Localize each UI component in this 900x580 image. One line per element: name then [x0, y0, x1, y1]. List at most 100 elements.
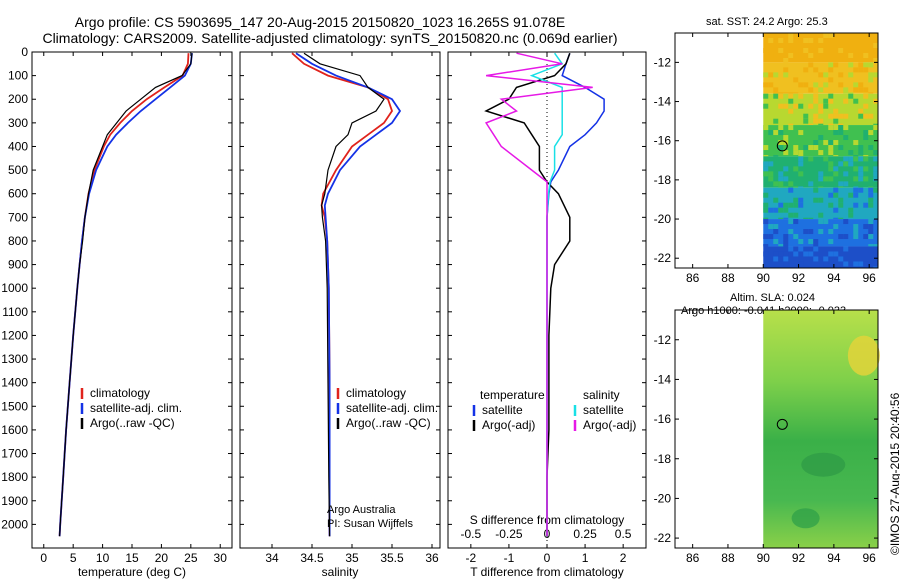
x-tick-label: -2 [466, 551, 477, 565]
sst-cell [868, 219, 874, 225]
sst-cell [838, 113, 844, 119]
map-y-tick-label: -18 [654, 173, 672, 187]
sst-cell [783, 176, 789, 182]
sst-cell [813, 113, 819, 119]
sst-cell [793, 92, 799, 94]
sst-cell [788, 246, 794, 252]
sst-cell [813, 93, 819, 99]
sst-cell [818, 197, 824, 203]
map-x-tick-label: 92 [792, 271, 806, 285]
sst-cell [853, 67, 859, 73]
sst-cell [793, 234, 799, 240]
x-tick-label: 0 [40, 551, 47, 565]
x-tick-label: 35 [345, 551, 359, 565]
map-y-tick-label: -16 [654, 134, 672, 148]
sst-cell [853, 87, 859, 93]
legend-label: satellite-adj. clim. [346, 401, 438, 415]
map-y-tick-label: -22 [654, 251, 672, 265]
map-x-tick-label: 88 [721, 271, 735, 285]
sst-cell [813, 244, 819, 247]
map-frame-2 [674, 309, 879, 549]
sst-cell [858, 43, 864, 48]
x-tick-label: 10 [96, 551, 110, 565]
sst-cell [768, 171, 774, 177]
sst-cell [768, 224, 774, 230]
y-tick-label: 500 [8, 163, 28, 177]
y-tick-label: 1300 [1, 352, 28, 366]
x-tick-label: 25 [184, 551, 198, 565]
sst-cell [773, 33, 779, 38]
sst-cell [863, 62, 869, 68]
sst-cell [873, 43, 879, 48]
sst-cell [828, 150, 834, 156]
sst-cell [838, 202, 844, 208]
sst-cell [813, 239, 819, 245]
map-x-tick-label: 94 [827, 551, 841, 565]
sst-cell [778, 176, 784, 182]
sst-cell [798, 53, 804, 58]
sst-cell [823, 156, 829, 162]
sst-cell [808, 239, 814, 245]
x-tick-label: 35.5 [380, 551, 404, 565]
sst-cell [793, 197, 799, 203]
sst-cell [833, 108, 839, 114]
sst-cell [828, 123, 834, 126]
legend-label: Argo(..raw -QC) [346, 416, 431, 430]
sst-cell [828, 113, 834, 119]
sst-cell [843, 156, 849, 162]
sst-cell [813, 98, 819, 104]
legend-label: satellite [583, 403, 624, 417]
sst-cell [778, 38, 784, 43]
sst-cell [773, 266, 779, 268]
sst-cell [793, 202, 799, 208]
y-tick-label: 2000 [1, 517, 28, 531]
sst-cell [823, 140, 829, 146]
sst-cell [818, 135, 824, 141]
sst-cell [808, 156, 814, 162]
x-tick-label: 36 [425, 551, 439, 565]
x-tick-label: 5 [70, 551, 77, 565]
sst-cell [808, 87, 814, 93]
sst-cell [808, 217, 814, 220]
sst-cell [803, 82, 809, 88]
sst-cell [763, 219, 769, 225]
sst-cell [863, 33, 869, 38]
map-frame-1 [674, 32, 879, 269]
sst-cell [848, 161, 854, 167]
sst-cell [823, 98, 829, 104]
sst-cell [763, 202, 769, 208]
sst-cell [843, 113, 849, 119]
sst-cell [788, 92, 794, 94]
sst-cell [808, 145, 814, 151]
sst-cell [783, 186, 789, 188]
map-y-tick-label: -14 [654, 372, 672, 386]
sst-cell [858, 145, 864, 151]
y-tick-label: 1400 [1, 376, 28, 390]
sst-cell [828, 202, 834, 208]
sst-cell [783, 53, 789, 58]
sst-cell [788, 98, 794, 104]
series-line-diff-3 [484, 52, 593, 537]
sst-cell [853, 187, 859, 193]
map-y-tick-label: -22 [654, 531, 672, 545]
y-tick-label: 900 [8, 258, 28, 272]
sst-cell [828, 125, 834, 131]
sst-cell [783, 92, 789, 94]
x-axis-label: temperature (deg C) [78, 565, 186, 579]
sst-cell [803, 145, 809, 151]
sst-cell [793, 43, 799, 48]
sst-cell [788, 125, 794, 131]
sst-cell [783, 72, 789, 78]
sst-cell [803, 118, 809, 124]
sst-cell [853, 140, 859, 146]
sst-cell [763, 72, 769, 78]
panel-frame-1 [31, 51, 233, 549]
sst-cell [833, 130, 839, 136]
sst-cell [798, 239, 804, 245]
sst-cell [828, 93, 834, 99]
figure-title-line2: Climatology: CARS2009. Satellite-adjuste… [42, 30, 618, 46]
sst-cell [773, 229, 779, 235]
sst-cell [808, 251, 814, 257]
sst-cell [773, 256, 779, 262]
x-axis-label: T difference from climatology [470, 565, 624, 579]
